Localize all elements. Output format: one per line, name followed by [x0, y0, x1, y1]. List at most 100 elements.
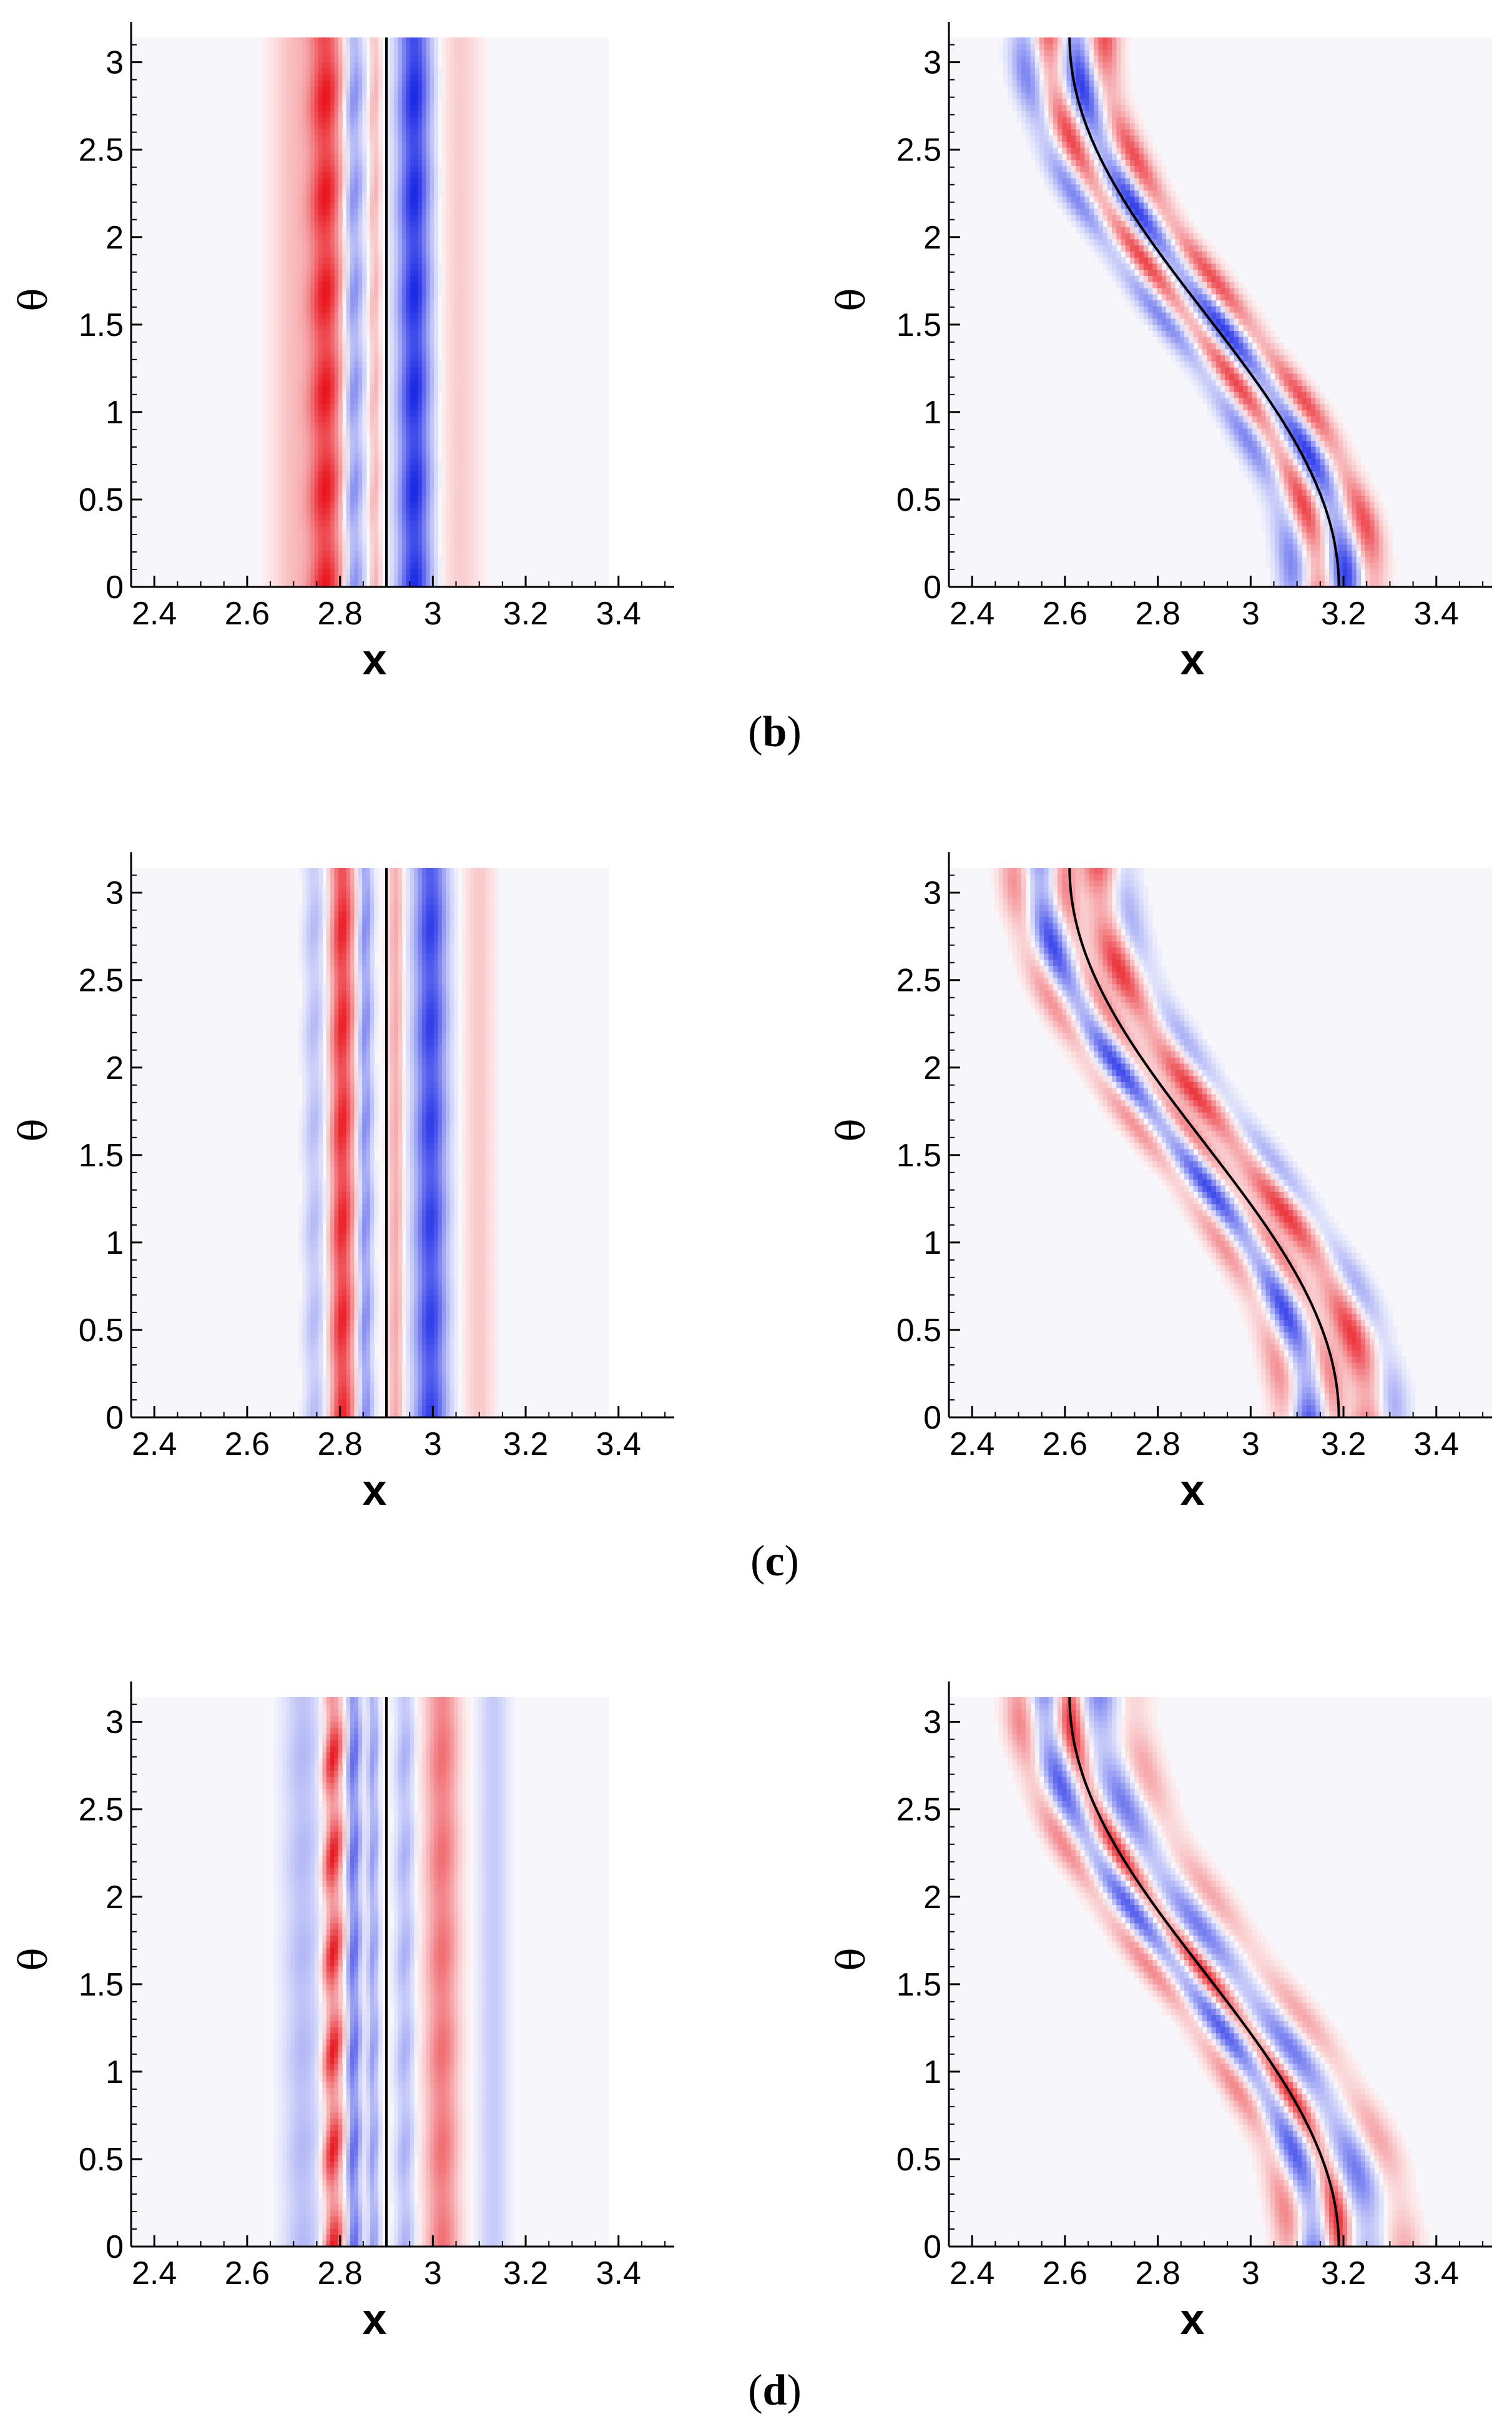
- contour-field: [298, 868, 498, 1417]
- y-tick-label: 2: [923, 1879, 941, 1916]
- y-tick-label: 1.5: [896, 1967, 941, 2003]
- x-tick-label: 3.4: [596, 596, 641, 632]
- x-tick-label: 3: [1242, 1426, 1260, 1462]
- y-tick-label: 2.5: [896, 963, 941, 999]
- y-tick-label: 2.5: [79, 1792, 124, 1828]
- x-tick-label: 3: [424, 1426, 442, 1462]
- y-tick-label: 1: [923, 2054, 941, 2090]
- y-tick-label: 2.5: [79, 963, 124, 999]
- y-tick-label: 1.5: [896, 1138, 941, 1174]
- y-tick-label: 3: [923, 875, 941, 912]
- x-tick-label: 3: [1242, 596, 1260, 632]
- y-axis-label: θ: [828, 1947, 874, 1971]
- x-tick-label: 2.6: [1043, 2255, 1087, 2292]
- y-tick-label: 1: [923, 395, 941, 431]
- y-axis-label: θ: [11, 288, 56, 311]
- x-tick-label: 3.4: [1414, 596, 1459, 632]
- x-axis-label: x: [1181, 635, 1205, 684]
- x-tick-label: 3: [424, 2255, 442, 2292]
- y-tick-label: 2.5: [896, 1792, 941, 1828]
- x-axis-label: x: [1181, 2295, 1205, 2343]
- contour-field: [998, 37, 1398, 587]
- caption-d: (d): [748, 2366, 802, 2415]
- x-tick-label: 3.4: [596, 1426, 641, 1462]
- y-axis-label: θ: [828, 288, 874, 311]
- x-tick-label: 3.2: [1321, 2255, 1366, 2292]
- x-tick-label: 2.4: [950, 1426, 994, 1462]
- y-tick-label: 0: [923, 569, 941, 606]
- x-tick-label: 2.4: [132, 596, 177, 632]
- y-tick-label: 2.5: [79, 132, 124, 169]
- y-tick-label: 3: [106, 875, 124, 912]
- x-tick-label: 3: [1242, 2255, 1260, 2292]
- y-tick-label: 2: [106, 220, 124, 256]
- x-tick-label: 2.4: [132, 1426, 177, 1462]
- panel-c-left: 2.4 2.6 2.8 3 3.2 3.4 0 0.5 1 1.5 2 2.5 3 x θ: [11, 852, 674, 1514]
- x-tick-label: 2.4: [950, 2255, 994, 2292]
- y-tick-label: 0.5: [79, 1312, 124, 1349]
- contour-field: [262, 37, 486, 587]
- x-tick-label: 3.4: [1414, 1426, 1459, 1462]
- x-tick-label: 2.6: [225, 1426, 270, 1462]
- y-tick-label: 2.5: [896, 132, 941, 169]
- contour-field: [994, 1697, 1430, 2247]
- y-tick-label: 1: [923, 1225, 941, 1261]
- y-tick-label: 2: [106, 1050, 124, 1086]
- front-curve: [1068, 1696, 1340, 2247]
- y-axis-label: θ: [11, 1947, 56, 1971]
- y-tick-label: 3: [106, 45, 124, 81]
- y-tick-label: 0: [106, 1400, 124, 1436]
- y-tick-label: 1.5: [896, 307, 941, 343]
- y-tick-label: 3: [923, 1705, 941, 1741]
- x-tick-label: 2.8: [1135, 2255, 1180, 2292]
- y-tick-label: 1: [106, 1225, 124, 1261]
- x-tick-label: 2.8: [317, 1426, 362, 1462]
- front-curve: [1068, 37, 1340, 588]
- contour-field: [989, 868, 1416, 1417]
- y-tick-label: 0.5: [79, 482, 124, 518]
- x-tick-label: 3.4: [1414, 2255, 1459, 2292]
- y-tick-label: 1.5: [79, 307, 124, 343]
- y-tick-label: 0: [923, 1400, 941, 1436]
- caption-c: (c): [750, 1537, 799, 1585]
- y-tick-label: 1.5: [79, 1138, 124, 1174]
- x-tick-label: 2.8: [317, 2255, 362, 2292]
- y-tick-label: 0: [923, 2229, 941, 2265]
- y-tick-label: 0.5: [896, 1312, 941, 1349]
- x-tick-label: 3.2: [1321, 1426, 1366, 1462]
- x-axis-label: x: [363, 635, 387, 684]
- x-tick-label: 2.8: [317, 596, 362, 632]
- x-tick-label: 3.2: [503, 1426, 548, 1462]
- x-tick-label: 3.2: [1321, 596, 1366, 632]
- y-tick-label: 3: [106, 1705, 124, 1741]
- x-tick-label: 2.4: [950, 596, 994, 632]
- x-tick-label: 2.6: [1043, 596, 1087, 632]
- y-tick-label: 2: [106, 1879, 124, 1916]
- x-tick-label: 2.8: [1135, 1426, 1180, 1462]
- panel-b-right: 2.4 2.6 2.8 3 3.2 3.4 0 0.5 1 1.5 2 2.5 3 x θ: [828, 22, 1492, 684]
- x-tick-label: 2.8: [1135, 596, 1180, 632]
- panel-c-right: 2.4 2.6 2.8 3 3.2 3.4 0 0.5 1 1.5 2 2.5 3 x θ: [828, 852, 1492, 1514]
- y-tick-label: 0.5: [896, 482, 941, 518]
- x-tick-label: 2.6: [1043, 1426, 1087, 1462]
- y-axis-label: θ: [828, 1118, 874, 1141]
- x-axis-label: x: [363, 2295, 387, 2343]
- x-tick-label: 3.2: [503, 596, 548, 632]
- y-tick-label: 1.5: [79, 1967, 124, 2003]
- y-tick-label: 0.5: [896, 2142, 941, 2178]
- x-axis-label: x: [1181, 1465, 1205, 1514]
- x-tick-label: 3: [424, 596, 442, 632]
- y-tick-label: 0.5: [79, 2142, 124, 2178]
- y-tick-label: 1: [106, 395, 124, 431]
- front-curve: [1068, 867, 1340, 1418]
- x-axis-label: x: [363, 1465, 387, 1514]
- y-axis-label: θ: [11, 1118, 56, 1141]
- x-tick-label: 2.6: [225, 2255, 270, 2292]
- x-tick-label: 2.4: [132, 2255, 177, 2292]
- y-tick-label: 2: [923, 220, 941, 256]
- y-tick-label: 3: [923, 45, 941, 81]
- contour-field: [274, 1697, 514, 2247]
- y-tick-label: 1: [106, 2054, 124, 2090]
